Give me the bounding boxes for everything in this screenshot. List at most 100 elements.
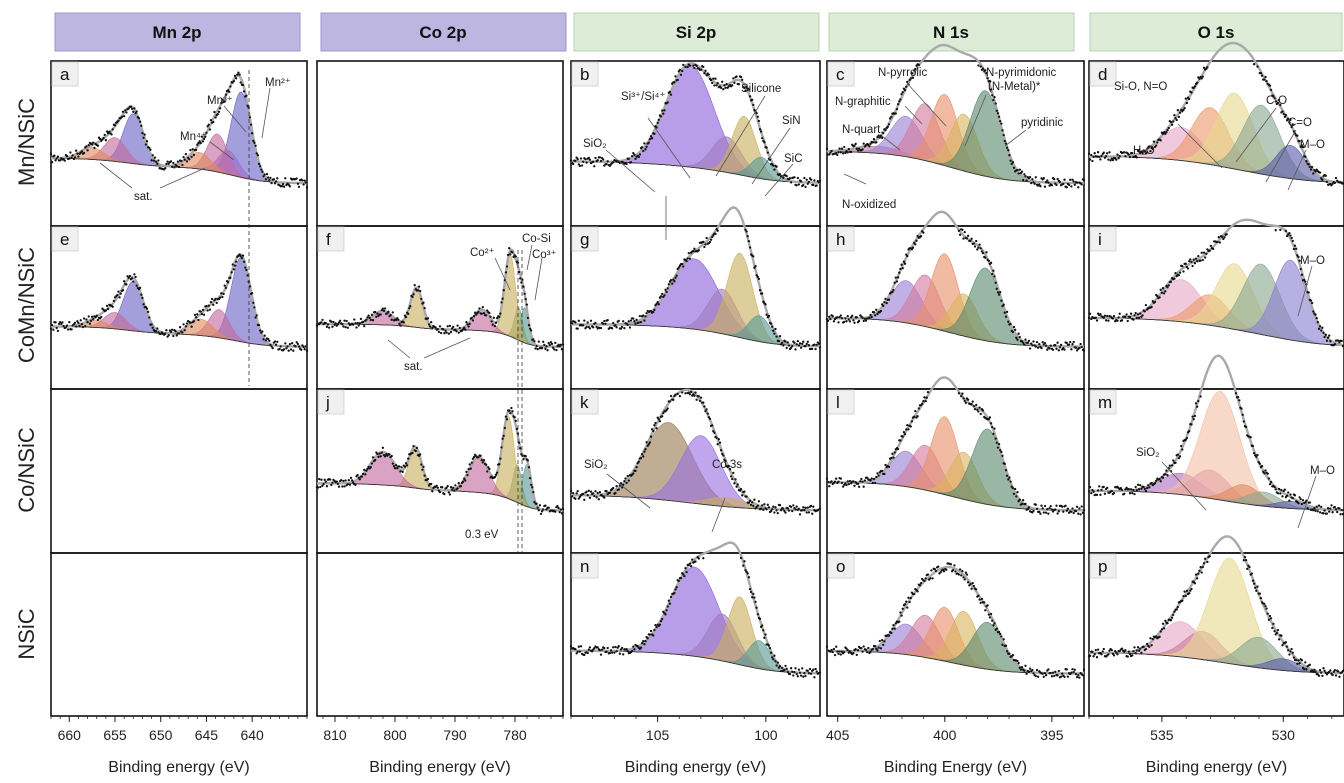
data-point [837,151,840,154]
data-point [1323,335,1326,339]
background-line [1089,652,1344,674]
data-point [480,312,483,315]
data-point [1159,288,1162,291]
data-point [1145,642,1149,646]
data-point [745,85,748,88]
header-box-mn [54,12,301,52]
data-point [370,462,374,465]
data-point [231,263,234,266]
data-point [806,669,809,672]
data-point [434,326,437,329]
data-point [806,182,809,185]
panel-letter-f: f [326,230,331,249]
data-point [1092,655,1095,658]
data-point [551,346,555,349]
data-point [493,324,497,328]
data-point [590,650,594,653]
data-point [220,101,223,105]
data-point [482,312,486,315]
data-point [1197,255,1200,258]
data-point [857,485,861,488]
data-point [1003,462,1006,466]
data-point [732,471,735,475]
sio2-label-m: SiO₂ [1136,447,1160,459]
data-point [672,278,675,281]
data-point [1069,340,1072,344]
data-point [784,511,787,514]
data-point [441,486,444,489]
data-point [1117,316,1120,319]
data-point [148,146,151,149]
data-point [335,480,338,483]
tick-label: 640 [240,727,264,743]
data-point [1193,262,1197,265]
data-point [952,568,955,572]
data-point [975,403,978,407]
data-point [1313,506,1316,510]
data-point [707,415,710,419]
data-point [70,156,73,159]
data-point [1094,316,1097,319]
data-point [145,307,149,310]
data-point [761,136,764,140]
data-point [1000,635,1003,638]
data-point [82,151,86,155]
data-point [1200,77,1203,80]
data-point [830,480,833,483]
data-point [273,340,277,343]
data-point [73,156,77,159]
data-point [746,235,749,238]
data-point [182,323,185,326]
data-point [199,141,202,145]
data-point [446,325,449,328]
data-point [369,465,372,469]
data-point [838,147,841,150]
mo-label-i: M–O [1300,255,1325,267]
data-point [1028,667,1032,670]
data-point [248,285,252,288]
data-point [899,267,902,271]
data-point [1323,669,1326,672]
data-point [1193,414,1197,418]
data-point [809,504,813,508]
data-point [588,496,592,499]
data-point [411,295,414,299]
data-point [863,479,867,482]
data-point [1000,299,1003,302]
data-point [986,76,989,80]
data-point [1329,340,1332,343]
data-point [879,309,883,313]
data-point [1318,669,1322,672]
data-point [1049,505,1052,508]
data-point [305,186,309,189]
data-point [975,588,978,591]
data-point [569,159,573,162]
data-point [363,468,366,472]
data-point [1292,656,1296,659]
data-point [957,229,961,232]
data-point [502,434,505,438]
data-point [470,461,473,464]
data-point [87,315,90,318]
data-point [602,158,605,161]
data-point [449,486,453,489]
data-point [749,503,753,506]
data-point [1191,264,1194,268]
data-point [994,437,997,440]
data-point [636,645,639,648]
data-point [1190,423,1193,426]
data-point [1290,236,1293,240]
data-point [945,568,948,571]
panel-frame [50,225,308,390]
tick-label: 780 [503,727,527,743]
data-point [882,131,885,135]
data-point [1295,247,1298,250]
data-point [977,594,980,597]
data-point [1289,493,1292,496]
data-point [1326,336,1330,339]
data-point [853,321,856,324]
data-point [828,315,831,318]
data-point [226,281,230,284]
data-point [188,158,191,161]
data-point [1054,670,1057,673]
